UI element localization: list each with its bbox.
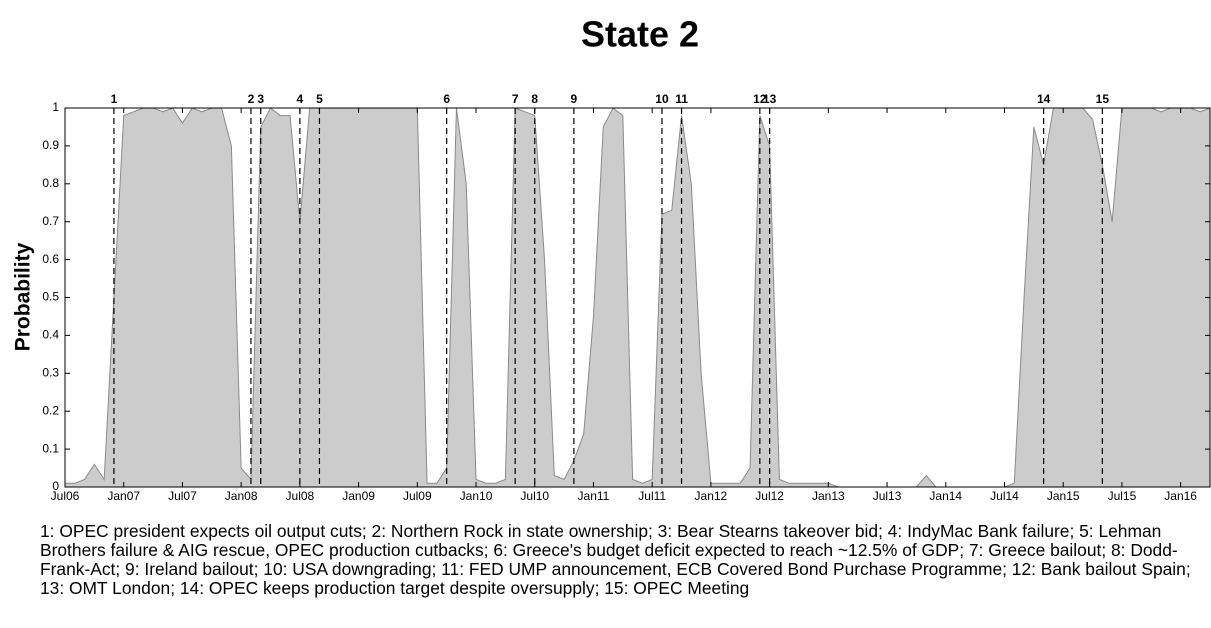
x-tick-label: Jan15 [1047, 489, 1080, 503]
x-tick-label: Jan10 [460, 489, 493, 503]
x-tick-label: Jan13 [812, 489, 845, 503]
y-tick-label: 0.2 [42, 403, 59, 417]
x-tick-label: Jan11 [578, 489, 610, 503]
event-label: 10 [655, 92, 669, 106]
x-tick-label: Jul12 [755, 489, 784, 503]
y-tick-label: 0.1 [42, 441, 59, 455]
chart: State 2 Probability 0 0.1 0.2 0.3 0.4 0.5 0.6 0… [12, 14, 1211, 503]
y-axis-label: Probability [12, 242, 35, 351]
x-tick-label: Jan08 [225, 489, 258, 503]
area [65, 108, 1210, 487]
event-label: 7 [512, 92, 519, 106]
x-tick-label: Jul14 [990, 489, 1019, 503]
x-tick-label: Jan14 [929, 489, 962, 503]
event-label: 14 [1037, 92, 1051, 106]
chart-title: State 2 [581, 14, 699, 55]
event-label: 9 [571, 92, 578, 106]
y-tick-label: 0.6 [42, 252, 59, 266]
x-tick-label: Jan16 [1164, 489, 1197, 503]
x-tick-label: Jan07 [107, 489, 140, 503]
event-label: 3 [257, 92, 264, 106]
x-tick-label: Jul13 [873, 489, 902, 503]
y-tick-label: 0.5 [42, 290, 59, 304]
area-outline [65, 107, 1211, 488]
x-tick-label: Jul06 [51, 489, 80, 503]
x-tick-label: Jul07 [168, 489, 197, 503]
caption: 1: OPEC president expects oil output cut… [40, 521, 1191, 598]
x-tick-label: Jul09 [403, 489, 432, 503]
y-tick-label: 0.9 [42, 138, 59, 152]
event-label: 2 [248, 92, 255, 106]
event-label: 8 [531, 92, 538, 106]
x-tick-label: Jan09 [342, 489, 375, 503]
y-tick-label: 0.7 [42, 214, 59, 228]
x-tick-label: Jul08 [286, 489, 315, 503]
x-tick-label: Jul15 [1108, 489, 1137, 503]
event-label: 12 [753, 92, 767, 106]
event-label: 11 [675, 92, 688, 106]
event-label: 5 [316, 92, 323, 106]
y-tick-label: 0 [52, 479, 59, 493]
event-label: 1 [111, 92, 118, 106]
x-tick-label: Jul11 [638, 489, 666, 503]
y-tick-label: 0.3 [42, 365, 59, 379]
y-tick-label: 0.4 [42, 328, 59, 342]
event-label: 6 [443, 92, 450, 106]
event-label: 15 [1096, 92, 1110, 106]
x-tick-label: Jul10 [520, 489, 549, 503]
y-tick-label: 0.8 [42, 176, 59, 190]
event-label: 13 [763, 92, 777, 106]
y-tick-label: 1 [52, 100, 59, 114]
x-tick-label: Jan12 [695, 489, 728, 503]
event-label: 4 [297, 92, 304, 106]
